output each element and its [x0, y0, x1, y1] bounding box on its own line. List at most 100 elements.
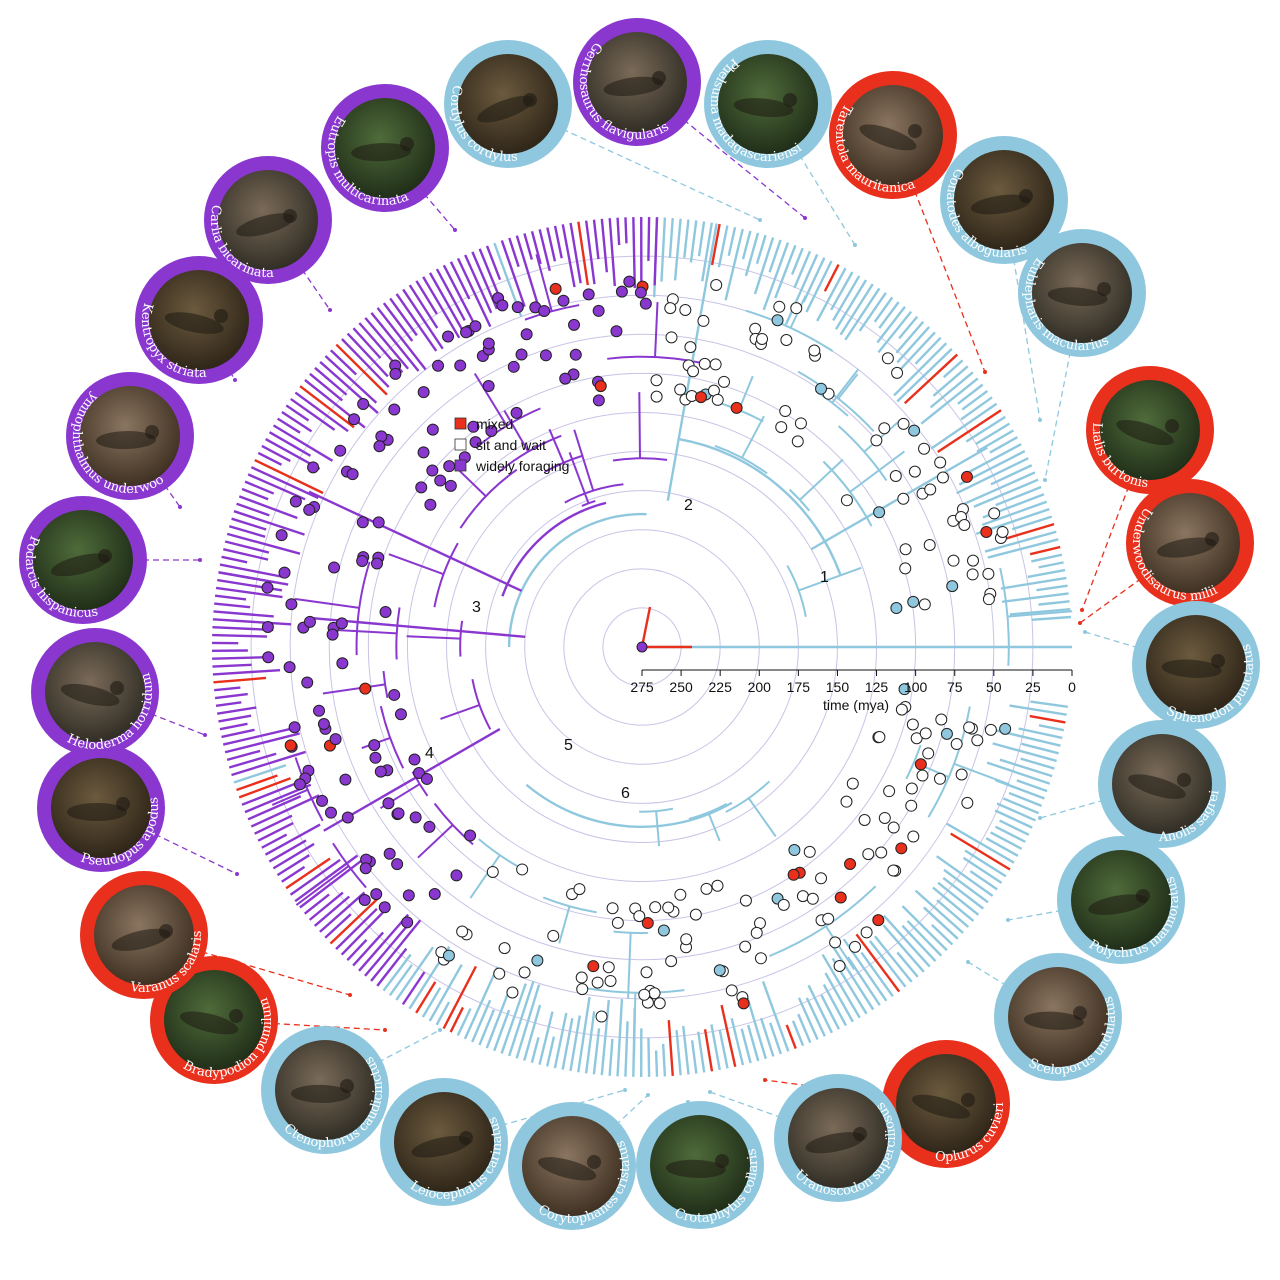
tip-branch [341, 338, 390, 388]
node-pie [469, 320, 482, 333]
tip-branch [964, 849, 1007, 878]
tip-branch [914, 889, 964, 934]
node-pie [261, 621, 274, 634]
tip-branch [478, 248, 499, 294]
node-pie [982, 593, 995, 606]
tip-branch [214, 594, 247, 601]
tip-branch [538, 1011, 554, 1065]
backbone-branch [507, 512, 647, 648]
lizard-head-icon [159, 924, 173, 938]
node-pie [582, 288, 595, 301]
tip-branch [769, 1022, 783, 1055]
tip-branch [874, 935, 913, 983]
node-pie [339, 773, 352, 786]
node-pie [371, 557, 384, 570]
tip-branch [896, 951, 919, 978]
tip-branch [647, 1037, 651, 1077]
node-pie [633, 910, 646, 923]
tip-branch [999, 758, 1053, 778]
internal-branch [999, 567, 1010, 666]
tip-branch [577, 996, 591, 1073]
tip-branch [285, 404, 310, 422]
tip-branch [213, 610, 274, 618]
node-pie [662, 901, 675, 914]
tip-branch [222, 726, 299, 746]
node-pie [369, 751, 382, 764]
node-pie [374, 765, 387, 778]
node-pie [891, 366, 904, 379]
node-pie [840, 494, 853, 507]
internal-branch [633, 992, 637, 1057]
node-pie [434, 474, 447, 487]
internal-branch [388, 553, 444, 576]
node-pie [908, 424, 921, 437]
node-pie [346, 468, 359, 481]
tip-branch [485, 986, 512, 1049]
tip-branch [793, 250, 812, 289]
lizard-head-icon [214, 309, 228, 323]
leader-tip-anolis-sagrei [1038, 816, 1042, 820]
tip-branch [937, 409, 1002, 454]
node-pie [916, 769, 929, 782]
tip-branch [969, 870, 998, 891]
tip-branch [805, 260, 833, 313]
node-pie [592, 304, 605, 317]
node-pie [444, 479, 457, 492]
tip-branch [821, 953, 861, 1019]
leader-tip-eublepharis-macularius [1043, 478, 1047, 482]
tip-branch [219, 563, 284, 579]
node-pie [401, 916, 414, 929]
node-pie [650, 374, 663, 387]
legend-mixed-swatch [454, 417, 467, 430]
node-pie [897, 417, 910, 430]
node-pie [906, 718, 919, 731]
node-pie [648, 987, 661, 1000]
lizard-body-icon [538, 1157, 597, 1181]
tip-branch [946, 822, 1015, 864]
node-pie [278, 566, 291, 579]
node-pie [317, 718, 330, 731]
node-pie [840, 795, 853, 808]
tip-branch [442, 264, 477, 327]
node-pie [895, 842, 908, 855]
lizard-head-icon [1205, 532, 1219, 546]
tip-branch [1011, 515, 1053, 531]
tip-branch [592, 219, 600, 260]
tip-branch [241, 780, 301, 806]
tip-branch [914, 336, 942, 365]
node-pie [426, 464, 439, 477]
tip-branch [992, 742, 1057, 763]
node-pie [718, 375, 731, 388]
tip-branch [370, 312, 420, 372]
tip-branch [226, 532, 301, 555]
node-pie [775, 421, 788, 434]
tip-branch [774, 244, 797, 299]
node-pie [261, 581, 274, 594]
tip-branch [464, 254, 493, 314]
tip-branch [797, 997, 819, 1040]
tip-branch [223, 547, 269, 561]
node-pie [684, 341, 697, 354]
node-pie [958, 518, 971, 531]
node-pie [634, 286, 647, 299]
tip-branch [994, 825, 1026, 843]
node-pie [858, 813, 871, 826]
node-pie [602, 961, 615, 974]
node-pie [924, 483, 937, 496]
node-pie [604, 974, 617, 987]
tip-branch [340, 905, 390, 956]
internal-branch [271, 788, 309, 806]
node-pie [640, 966, 653, 979]
node-label-6: 6 [621, 785, 630, 802]
tip-branch [960, 396, 993, 421]
node-pie [424, 498, 437, 511]
internal-branch [953, 762, 1010, 786]
leader-tip-podarcis-hispanicus [198, 558, 202, 562]
node-pie [966, 568, 979, 581]
backbone-branch [323, 728, 501, 832]
node-pie [815, 382, 828, 395]
node-pie [515, 348, 528, 361]
node-pie [887, 821, 900, 834]
node-pie [442, 330, 455, 343]
backbone-branch [678, 437, 842, 576]
